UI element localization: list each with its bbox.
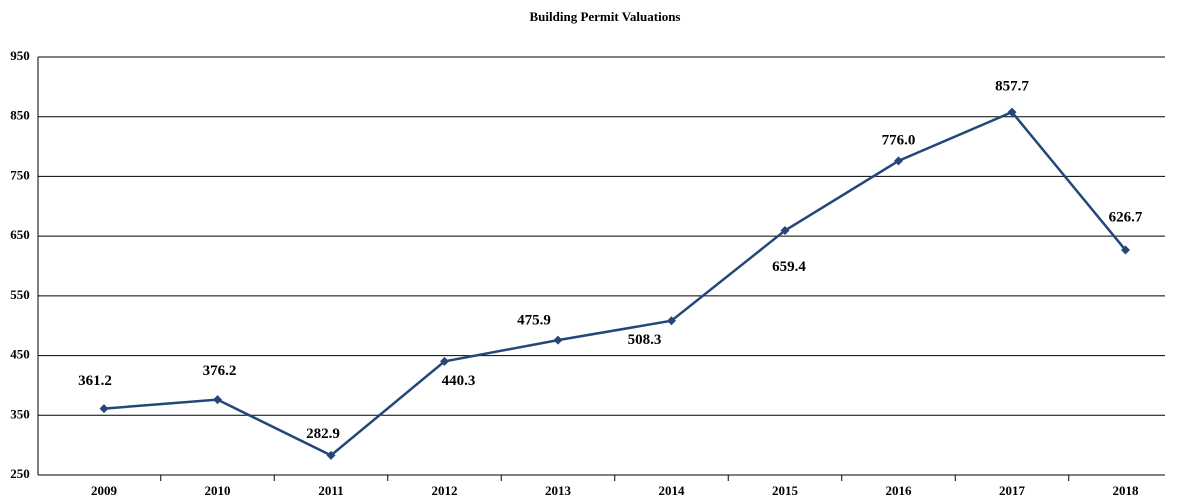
y-tick-label: 950: [10, 48, 30, 63]
data-point: [440, 356, 449, 366]
data-point: [667, 316, 676, 326]
data-label: 857.7: [995, 79, 1029, 95]
data-point: [1007, 107, 1017, 117]
y-tick-label: 850: [10, 108, 30, 123]
x-tick-label: 2017: [999, 483, 1026, 498]
data-point: [553, 335, 563, 345]
data-label: 659.4: [772, 259, 806, 275]
data-label: 376.2: [203, 363, 237, 379]
y-tick-label: 550: [10, 287, 30, 302]
data-label: 776.0: [882, 132, 916, 148]
y-tick-label: 350: [10, 406, 30, 421]
data-point: [1121, 245, 1130, 255]
x-tick-label: 2016: [886, 483, 913, 498]
x-tick-label: 2013: [545, 483, 572, 498]
data-label: 282.9: [306, 426, 340, 442]
data-label: 626.7: [1109, 209, 1143, 225]
data-line: [103, 110, 1127, 457]
data-point: [894, 156, 903, 166]
x-tick-label: 2009: [91, 483, 118, 498]
data-point: [780, 226, 790, 236]
data-point: [326, 450, 336, 460]
x-tick-label: 2014: [659, 483, 686, 498]
data-point: [99, 404, 109, 414]
y-tick-label: 250: [10, 466, 30, 481]
x-tick-label: 2012: [432, 483, 458, 498]
x-tick-label: 2015: [772, 483, 799, 498]
y-tick-label: 450: [10, 347, 30, 362]
data-point: [213, 395, 222, 405]
x-tick-label: 2018: [1113, 483, 1140, 498]
data-label: 475.9: [517, 313, 551, 329]
data-label: 361.2: [78, 373, 112, 389]
chart-title: Building Permit Valuations: [530, 9, 681, 24]
x-tick-label: 2010: [205, 483, 231, 498]
y-tick-label: 650: [10, 227, 30, 242]
y-tick-label: 750: [10, 167, 30, 182]
x-tick-label: 2011: [318, 483, 343, 498]
data-label: 508.3: [628, 332, 662, 348]
data-label: 440.3: [442, 373, 476, 389]
